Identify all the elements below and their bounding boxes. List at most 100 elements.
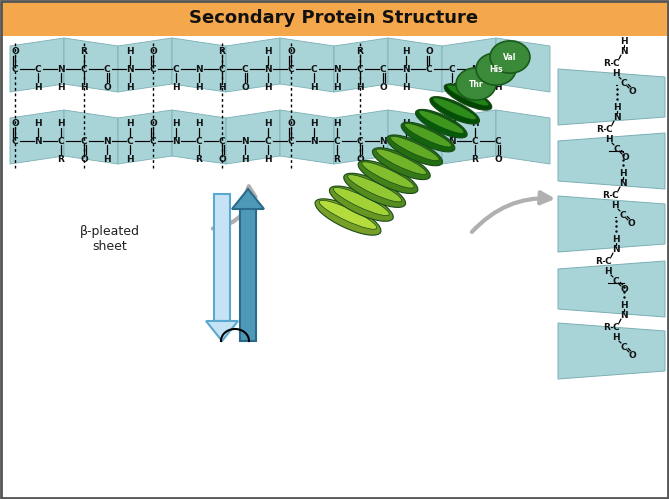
Text: O: O xyxy=(11,118,19,128)
Ellipse shape xyxy=(315,199,381,235)
Polygon shape xyxy=(558,261,665,317)
Polygon shape xyxy=(558,133,665,189)
Ellipse shape xyxy=(456,68,496,100)
Text: Secondary Protein Structure: Secondary Protein Structure xyxy=(189,9,478,27)
Text: H: H xyxy=(379,155,387,164)
Text: N: N xyxy=(264,64,272,73)
Text: H: H xyxy=(126,82,134,91)
Text: H: H xyxy=(605,135,613,144)
Text: H: H xyxy=(126,46,134,55)
Polygon shape xyxy=(280,38,334,92)
Polygon shape xyxy=(172,110,226,164)
Text: H: H xyxy=(448,82,456,91)
Text: H: H xyxy=(620,300,628,309)
Ellipse shape xyxy=(358,161,418,194)
Text: H: H xyxy=(80,82,88,91)
Text: H: H xyxy=(402,82,410,91)
Polygon shape xyxy=(496,110,550,164)
Text: N: N xyxy=(612,245,619,253)
Polygon shape xyxy=(10,110,64,164)
Text: C: C xyxy=(357,64,363,73)
Text: N: N xyxy=(34,137,41,146)
Text: H: H xyxy=(402,46,410,55)
Text: Thr: Thr xyxy=(469,79,483,88)
Text: R: R xyxy=(595,256,603,265)
Ellipse shape xyxy=(430,97,480,124)
Text: R: R xyxy=(58,155,64,164)
Text: C: C xyxy=(242,64,248,73)
Text: H: H xyxy=(264,118,272,128)
Ellipse shape xyxy=(373,148,430,180)
Text: H: H xyxy=(402,155,410,164)
Text: R: R xyxy=(472,155,478,164)
Text: C: C xyxy=(58,137,64,146)
Text: C: C xyxy=(81,137,88,146)
Text: H: H xyxy=(195,82,203,91)
Text: R: R xyxy=(334,155,341,164)
Text: N: N xyxy=(242,137,249,146)
Text: R: R xyxy=(195,155,203,164)
Ellipse shape xyxy=(476,53,516,85)
Text: H: H xyxy=(612,235,619,244)
Text: C: C xyxy=(605,124,612,134)
Polygon shape xyxy=(64,38,118,92)
Text: H: H xyxy=(126,155,134,164)
Text: H: H xyxy=(57,82,65,91)
Polygon shape xyxy=(280,110,334,164)
Text: C: C xyxy=(150,64,157,73)
Text: O: O xyxy=(425,118,433,128)
Text: N: N xyxy=(57,64,65,73)
Text: H: H xyxy=(264,82,272,91)
Text: C: C xyxy=(425,64,432,73)
Polygon shape xyxy=(558,69,665,125)
Text: H: H xyxy=(310,118,318,128)
Ellipse shape xyxy=(419,111,464,133)
Text: H: H xyxy=(471,82,479,91)
Text: O: O xyxy=(627,219,635,228)
Polygon shape xyxy=(10,38,64,92)
Text: N: N xyxy=(172,137,180,146)
Text: N: N xyxy=(379,137,387,146)
Text: C: C xyxy=(104,64,110,73)
Text: C: C xyxy=(449,64,456,73)
Text: O: O xyxy=(356,155,364,164)
Text: C: C xyxy=(403,137,409,146)
Text: C: C xyxy=(494,137,501,146)
Polygon shape xyxy=(388,38,442,92)
Text: β-pleated
sheet: β-pleated sheet xyxy=(80,225,140,253)
Ellipse shape xyxy=(319,200,377,229)
Ellipse shape xyxy=(329,186,393,221)
Text: N: N xyxy=(620,46,628,55)
Text: H: H xyxy=(57,118,65,128)
Text: H: H xyxy=(471,118,479,128)
Polygon shape xyxy=(206,321,238,341)
Text: C: C xyxy=(310,64,317,73)
Text: H: H xyxy=(310,82,318,91)
Text: R: R xyxy=(597,124,603,134)
Text: H: H xyxy=(126,118,134,128)
Text: α-helix: α-helix xyxy=(335,194,382,208)
Ellipse shape xyxy=(348,175,401,202)
Ellipse shape xyxy=(401,122,455,152)
Text: H: H xyxy=(612,68,619,77)
Text: His: His xyxy=(489,64,503,73)
Polygon shape xyxy=(232,189,264,209)
Text: H: H xyxy=(448,118,456,128)
Text: C: C xyxy=(380,64,386,73)
Ellipse shape xyxy=(362,162,414,188)
Text: C: C xyxy=(613,276,619,285)
Text: H: H xyxy=(242,155,249,164)
Text: C: C xyxy=(11,64,18,73)
Text: N: N xyxy=(402,64,410,73)
Text: C: C xyxy=(472,137,478,146)
Text: N: N xyxy=(195,64,203,73)
Text: N: N xyxy=(310,137,318,146)
Text: O: O xyxy=(620,284,628,293)
Text: C: C xyxy=(357,137,363,146)
Ellipse shape xyxy=(405,123,452,147)
Text: H: H xyxy=(611,201,619,210)
Text: R: R xyxy=(357,46,363,55)
Text: H: H xyxy=(494,82,502,91)
Ellipse shape xyxy=(490,41,530,73)
Text: R: R xyxy=(603,191,609,200)
